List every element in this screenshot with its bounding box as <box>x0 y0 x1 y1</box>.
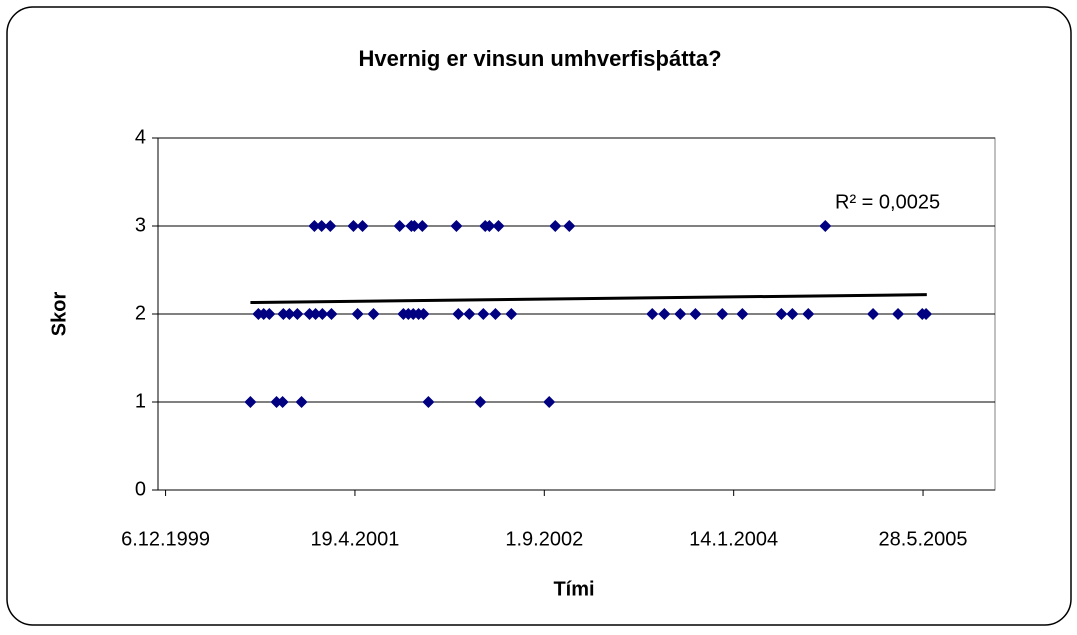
point <box>543 396 556 408</box>
point <box>393 220 406 232</box>
trendline <box>250 293 927 305</box>
point <box>276 396 289 408</box>
point <box>477 308 490 320</box>
y-tick-label: 0 <box>135 478 146 500</box>
point <box>303 308 316 320</box>
point <box>819 220 832 232</box>
point <box>416 220 429 232</box>
point <box>422 396 435 408</box>
point <box>658 308 671 320</box>
point <box>736 308 749 320</box>
point <box>674 308 687 320</box>
point <box>316 308 329 320</box>
point <box>324 220 337 232</box>
point <box>505 308 518 320</box>
x-tick-label: 19.4.2001 <box>310 528 399 550</box>
point <box>270 396 283 408</box>
point <box>474 396 487 408</box>
point <box>356 220 369 232</box>
point <box>892 308 905 320</box>
annotation: R² = 0,0025 <box>835 191 940 213</box>
point <box>483 220 496 232</box>
point <box>347 220 360 232</box>
point <box>563 220 576 232</box>
point <box>549 220 562 232</box>
point <box>646 308 659 320</box>
point <box>408 220 421 232</box>
point <box>283 308 296 320</box>
point <box>351 308 364 320</box>
point <box>786 308 799 320</box>
y-tick-label: 4 <box>135 126 146 148</box>
point <box>452 308 465 320</box>
point <box>450 220 463 232</box>
point <box>263 308 276 320</box>
x-axis-label: Tími <box>553 578 594 600</box>
point <box>277 308 290 320</box>
point <box>244 396 257 408</box>
point <box>802 308 815 320</box>
point <box>315 220 328 232</box>
x-tick-label: 14.1.2004 <box>689 528 778 550</box>
x-tick-label: 1.9.2002 <box>505 528 583 550</box>
chart-frame <box>6 6 1072 626</box>
point <box>489 308 502 320</box>
point <box>309 308 322 320</box>
y-tick-label: 1 <box>135 390 146 412</box>
x-tick-label: 28.5.2005 <box>879 528 968 550</box>
point <box>689 308 702 320</box>
point <box>716 308 729 320</box>
point <box>291 308 304 320</box>
y-axis-label: Skor <box>48 292 70 337</box>
point <box>295 396 308 408</box>
point <box>492 220 505 232</box>
point <box>867 308 880 320</box>
point <box>775 308 788 320</box>
point <box>920 308 933 320</box>
y-tick-label: 3 <box>135 214 146 236</box>
chart-title: Hvernig er vinsun umhverfisþátta? <box>358 46 721 71</box>
point <box>325 308 338 320</box>
point <box>417 308 430 320</box>
x-tick-label: 6.12.1999 <box>121 528 210 550</box>
y-tick-label: 2 <box>135 302 146 324</box>
point <box>308 220 321 232</box>
point <box>367 308 380 320</box>
point <box>463 308 476 320</box>
